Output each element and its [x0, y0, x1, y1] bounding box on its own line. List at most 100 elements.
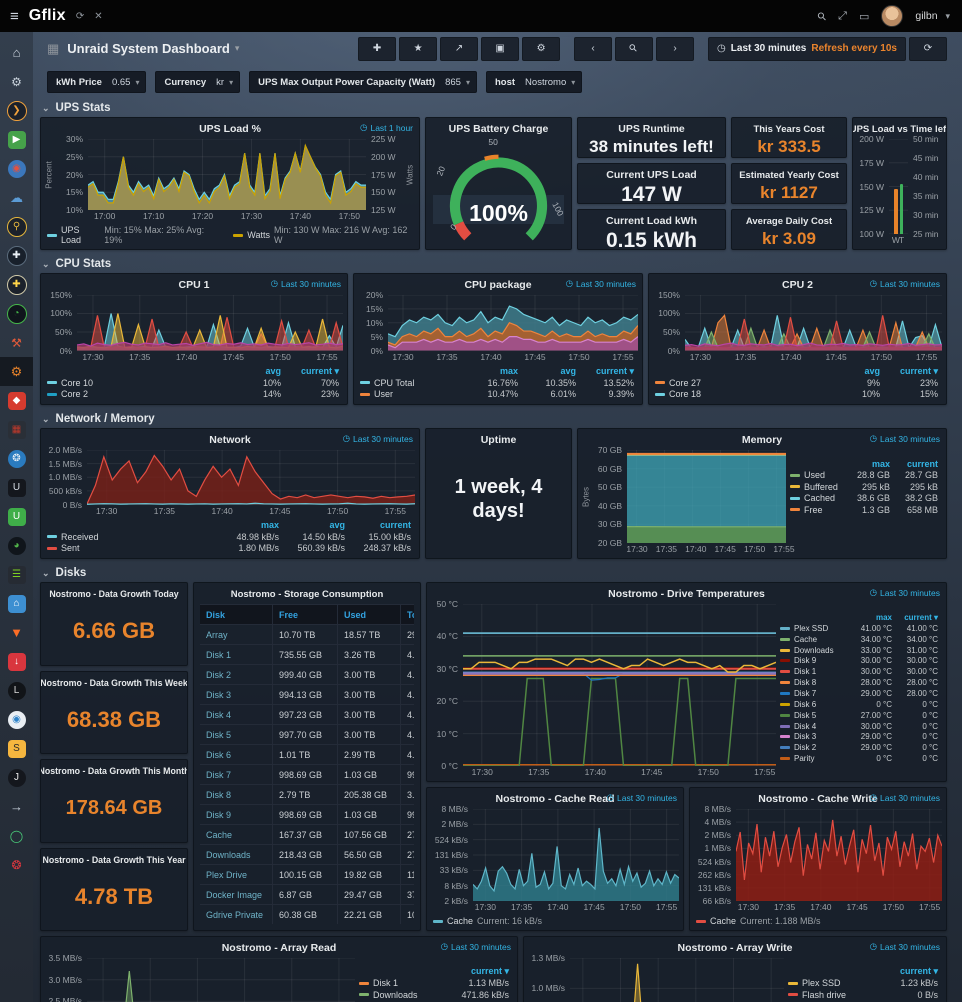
panel-title[interactable]: CPU package: [464, 279, 532, 291]
time-range-label[interactable]: ◷ Last 30 minutes: [869, 587, 940, 598]
section-header-cpu-stats[interactable]: ⌄ CPU Stats: [42, 258, 112, 270]
section-header-ups-stats[interactable]: ⌄ UPS Stats: [42, 102, 111, 114]
panel-title[interactable]: CPU 2: [782, 279, 813, 291]
sidebar-app-icon[interactable]: ▦: [0, 415, 33, 444]
star-button[interactable]: ★: [399, 36, 438, 61]
panel-title[interactable]: Nostromo - Array Read: [221, 942, 337, 954]
sidebar-app-icon[interactable]: ⚙: [11, 74, 22, 89]
sidebar-app-icon[interactable]: ❯: [0, 96, 33, 125]
panel-title[interactable]: Network: [209, 434, 251, 446]
sidebar-app-icon[interactable]: ◆: [0, 386, 33, 415]
tab-refresh-icon[interactable]: ⟳: [75, 10, 85, 22]
dashboard-title[interactable]: Unraid System Dashboard: [67, 41, 230, 56]
sidebar-app-icon[interactable]: ❂: [0, 444, 33, 473]
panel-title[interactable]: Nostromo - Cache Read: [495, 793, 615, 805]
share-button[interactable]: ↗: [440, 36, 479, 61]
panel-title[interactable]: Uptime: [480, 434, 517, 446]
sidebar-app-icon[interactable]: ◉: [0, 154, 33, 183]
sidebar-app-icon[interactable]: ⌂: [12, 45, 21, 60]
sidebar-app-icon[interactable]: ✚: [0, 241, 33, 270]
sidebar-app-icon[interactable]: ◕: [0, 531, 33, 560]
tab-close-icon[interactable]: ✕: [94, 10, 103, 22]
sidebar-app-icon[interactable]: J: [0, 763, 33, 792]
sidebar-app-icon[interactable]: ⌂: [0, 589, 33, 618]
time-range-label[interactable]: ◷ Last 1 hour: [360, 122, 413, 133]
time-range-label[interactable]: ◷ Last 30 minutes: [565, 278, 636, 289]
panel-title[interactable]: Current Load kWh: [606, 215, 697, 227]
sidebar-app-icon[interactable]: ⚙: [0, 357, 33, 386]
dashboard-settings-button[interactable]: ⚙: [522, 36, 561, 61]
time-range-label[interactable]: ◷ Last 30 minutes: [440, 941, 511, 952]
time-range-label[interactable]: ◷ Last 30 minutes: [270, 278, 341, 289]
sidebar-app-icon[interactable]: ▼: [10, 625, 23, 640]
sidebar-app-icon[interactable]: ⚒: [11, 335, 22, 350]
section-header-network-memory[interactable]: ⌄ Network / Memory: [42, 413, 155, 425]
legend-item[interactable]: Cache Current: 1.188 MB/s: [696, 916, 821, 926]
sidebar-app-icon[interactable]: →: [10, 799, 23, 814]
panel-title[interactable]: Current UPS Load: [606, 169, 697, 181]
panel-title[interactable]: Nostromo - Data Growth This Month: [40, 766, 188, 776]
bar[interactable]: [894, 189, 898, 234]
sidebar-app-icon[interactable]: ◯: [9, 828, 24, 843]
sidebar-app-icon[interactable]: ✚: [0, 270, 33, 299]
panel-title[interactable]: UPS Battery Charge: [448, 123, 549, 135]
panel-title[interactable]: Nostromo - Data Growth This Week: [40, 677, 188, 688]
time-forward-button[interactable]: ›: [656, 36, 695, 61]
sidebar-app-icon[interactable]: ☰: [0, 560, 33, 589]
panel-title[interactable]: Nostromo - Data Growth This Year: [42, 854, 186, 865]
section-header-disks[interactable]: ⌄ Disks: [42, 567, 87, 579]
panel-title[interactable]: UPS Runtime: [618, 123, 685, 135]
time-range-label[interactable]: ◷ Last 30 minutes: [869, 278, 940, 289]
panel-title[interactable]: Nostromo - Drive Temperatures: [608, 588, 765, 600]
time-range-label[interactable]: ◷ Last 30 minutes: [606, 792, 677, 803]
panel-title[interactable]: UPS Load vs Time left: [852, 123, 947, 135]
panel-title[interactable]: CPU 1: [178, 279, 210, 291]
panel-title[interactable]: Nostromo - Cache Write: [758, 793, 878, 805]
time-range-label[interactable]: ◷ Last 30 minutes: [869, 941, 940, 952]
sidebar-app-icon[interactable]: ▶: [0, 125, 33, 154]
sidebar-app-icon[interactable]: ❂: [11, 857, 22, 872]
legend-item[interactable]: Cache Current: 16 kB/s: [433, 916, 542, 926]
save-button[interactable]: ▣: [481, 36, 520, 61]
panel-title[interactable]: This Years Cost: [753, 123, 825, 135]
time-range-label[interactable]: ◷ Last 30 minutes: [869, 792, 940, 803]
panel-title[interactable]: Average Daily Cost: [745, 215, 833, 227]
panel-title[interactable]: UPS Load %: [199, 123, 261, 135]
kiosk-icon[interactable]: ⤢: [838, 9, 847, 22]
avatar[interactable]: [881, 5, 904, 27]
add-panel-button[interactable]: ✚: [358, 36, 397, 61]
panel-title[interactable]: Nostromo - Storage Consumption: [230, 588, 384, 600]
time-back-button[interactable]: ‹: [574, 36, 613, 61]
refresh-dashboard-button[interactable]: ⟳: [909, 36, 947, 61]
sidebar-app-icon[interactable]: L: [0, 676, 33, 705]
battery-gauge: 0 20 50 100 100%: [426, 137, 571, 249]
zoom-out-button[interactable]: ⚲: [615, 36, 654, 61]
search-icon[interactable]: ⚲: [815, 9, 830, 24]
sidebar-app-icon[interactable]: S: [0, 734, 33, 763]
legend-item[interactable]: UPS Load Min: 15% Max: 25% Avg: 19%: [47, 225, 219, 245]
template-variable[interactable]: kWh Price 0.65 ▾: [47, 71, 147, 93]
template-variable[interactable]: UPS Max Output Power Capacity (Watt) 865 ▾: [249, 71, 477, 93]
user-menu[interactable]: gilbn ▾: [915, 10, 950, 22]
sidebar-app-icon[interactable]: ⚲: [0, 212, 33, 241]
panel-title[interactable]: Nostromo - Data Growth Today: [49, 589, 179, 599]
bar[interactable]: [900, 183, 904, 234]
menu-icon[interactable]: ≡: [10, 7, 19, 25]
sidebar-app-icon[interactable]: U: [0, 502, 33, 531]
panel-title[interactable]: Nostromo - Array Write: [677, 942, 793, 954]
sidebar-app-icon[interactable]: ↓: [0, 647, 33, 676]
panel-title[interactable]: Memory: [741, 434, 783, 446]
time-picker[interactable]: ◷ Last 30 minutes Refresh every 10s: [708, 36, 906, 61]
cast-icon[interactable]: ▭: [858, 10, 870, 23]
panel-title[interactable]: Estimated Yearly Cost: [739, 169, 839, 181]
app-logo[interactable]: Gflix: [28, 7, 66, 24]
legend-item[interactable]: Watts Min: 130 W Max: 216 W Avg: 162 W: [233, 225, 411, 245]
sidebar-app-icon[interactable]: ☁: [10, 190, 23, 205]
sidebar-app-icon[interactable]: ◔: [0, 299, 33, 328]
sidebar-app-icon[interactable]: U: [0, 473, 33, 502]
time-range-label[interactable]: ◷ Last 30 minutes: [342, 433, 413, 444]
template-variable[interactable]: host Nostromo ▾: [485, 71, 583, 93]
sidebar-app-icon[interactable]: ◉: [0, 705, 33, 734]
time-range-label[interactable]: ◷ Last 30 minutes: [869, 433, 940, 444]
template-variable[interactable]: Currency kr ▾: [155, 71, 241, 93]
